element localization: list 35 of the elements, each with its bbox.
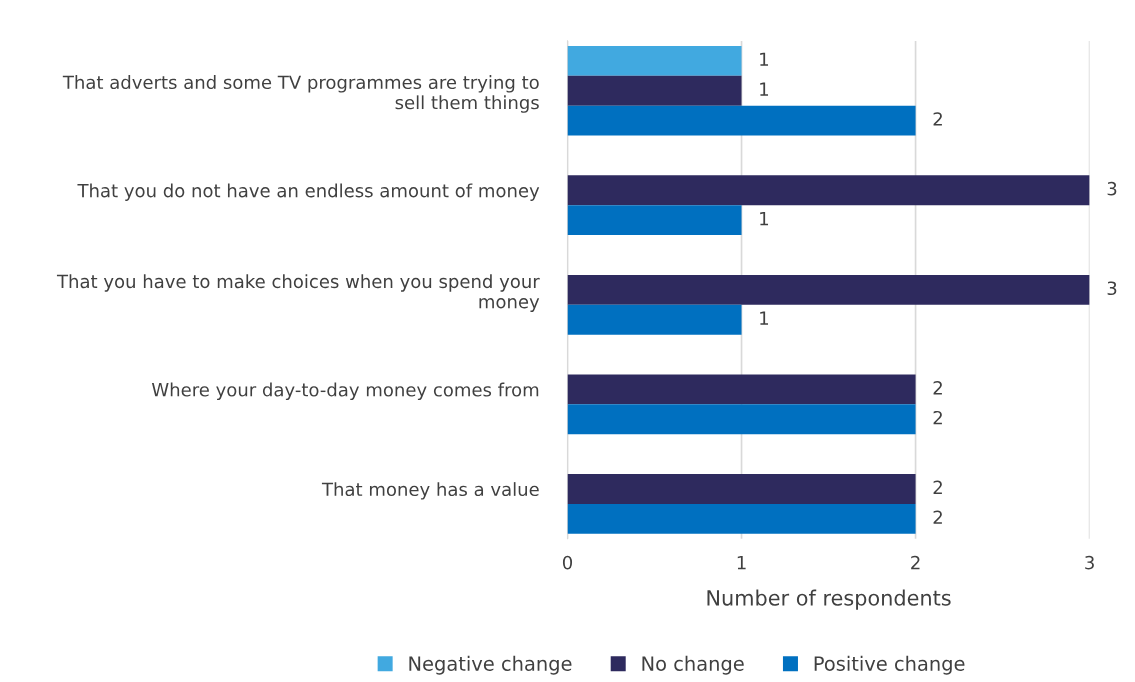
bar [567,175,1090,206]
y-tick-label: That money has a value [321,482,539,500]
x-tick-label: 3 [1085,555,1094,570]
bar [567,75,742,106]
legend-label: Negative change [409,655,572,675]
bar [567,105,916,136]
bar [567,45,742,76]
y-tick-label: That you do not have an endless amount of money [77,183,540,201]
data-label: 2 [933,480,942,494]
y-tick-label: Where your day-to-day money comes from [151,382,539,401]
data-label: 1 [760,211,769,226]
bar [567,374,916,405]
legend-label: Positive change [814,655,965,675]
legend-label: No change [642,655,744,675]
bar [567,304,742,335]
y-tick-label: That adverts and some TV programmes are trying to sell them things [62,75,539,113]
data-label: 1 [760,82,769,96]
y-tick-label: That you have to make choices when you spend your money [56,274,540,312]
data-label: 3 [1107,181,1117,196]
bar [567,205,742,236]
data-label: 3 [1107,281,1117,296]
data-label: 1 [760,311,769,325]
x-axis-title: Number of respondents [707,589,951,610]
bar [567,503,916,534]
data-label: 2 [933,410,942,425]
x-tick-label: 1 [737,556,746,570]
x-tick-label: 0 [562,555,573,570]
data-label: 2 [933,381,942,395]
bar [567,274,1090,305]
data-label: 1 [760,52,769,66]
data-label: 2 [933,112,942,126]
x-tick-label: 2 [911,555,920,570]
data-label: 2 [933,510,942,524]
bar [567,474,916,504]
bar [567,404,916,435]
